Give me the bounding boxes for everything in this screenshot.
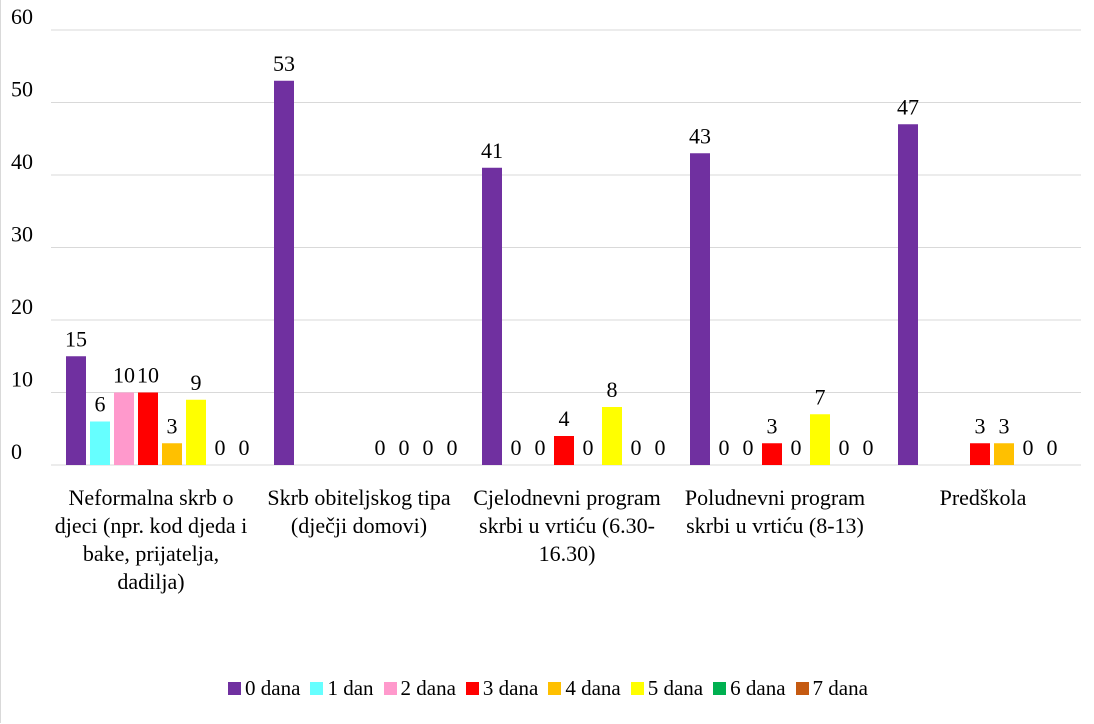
legend-swatch xyxy=(548,682,562,695)
bar xyxy=(970,443,990,465)
data-label: 0 xyxy=(447,435,458,460)
y-tick-label: 10 xyxy=(11,367,33,392)
data-label: 0 xyxy=(655,435,666,460)
data-label: 0 xyxy=(719,435,730,460)
data-label: 15 xyxy=(65,326,87,351)
data-label: 0 xyxy=(375,435,386,460)
data-label: 0 xyxy=(583,435,594,460)
data-label: 10 xyxy=(137,363,159,388)
legend-label: 7 dana xyxy=(812,676,868,700)
data-label: 0 xyxy=(791,435,802,460)
x-tick-label: Neformalna skrb o djeci (npr. kod djeda … xyxy=(54,485,248,594)
data-label: 0 xyxy=(863,435,874,460)
legend-swatch xyxy=(383,682,397,695)
legend-swatch xyxy=(228,682,242,695)
data-label: 3 xyxy=(975,413,986,438)
bar xyxy=(186,399,206,465)
data-label: 0 xyxy=(239,435,250,460)
bar xyxy=(274,80,294,465)
data-label: 0 xyxy=(1023,435,1034,460)
data-label: 0 xyxy=(631,435,642,460)
bar xyxy=(898,124,918,465)
data-label: 41 xyxy=(481,138,503,163)
legend-item: 3 dana xyxy=(465,676,539,701)
legend-label: 5 dana xyxy=(647,676,704,700)
legend-item: 6 dana xyxy=(713,676,786,701)
data-label: 0 xyxy=(743,435,754,460)
data-label: 47 xyxy=(897,94,919,119)
y-tick-label: 20 xyxy=(11,294,33,319)
data-label: 10 xyxy=(113,363,135,388)
x-tick-label: Skrb obiteljskog tipa (dječji domovi) xyxy=(267,485,451,538)
data-label: 0 xyxy=(1047,435,1058,460)
bar xyxy=(90,421,110,465)
data-label: 0 xyxy=(423,435,434,460)
data-label: 53 xyxy=(273,51,295,76)
data-label: 0 xyxy=(399,435,410,460)
data-label: 4 xyxy=(559,406,570,431)
legend-swatch xyxy=(310,682,324,695)
data-label: 0 xyxy=(511,435,522,460)
y-tick-label: 40 xyxy=(11,149,33,174)
legend-swatch xyxy=(713,682,727,695)
data-label: 3 xyxy=(767,413,778,438)
x-tick-label: Cjelodnevni program skrbi u vrtiću (6.30… xyxy=(473,485,661,566)
y-tick-label: 0 xyxy=(11,439,22,464)
bar xyxy=(690,153,710,465)
legend-swatch xyxy=(795,682,809,695)
x-tick-label: Predškola xyxy=(939,485,1027,510)
x-tick-label: Poludnevni program skrbi u vrtiću (8-13) xyxy=(684,485,866,538)
legend-label: 3 dana xyxy=(482,676,539,700)
legend-swatch xyxy=(465,682,479,695)
bar xyxy=(602,407,622,465)
legend-item: 7 dana xyxy=(795,676,868,701)
legend-label: 4 dana xyxy=(565,676,621,700)
legend-label: 0 dana xyxy=(245,676,301,700)
data-label: 0 xyxy=(839,435,850,460)
data-label: 0 xyxy=(535,435,546,460)
legend-item: 1 dan xyxy=(310,676,374,701)
bar xyxy=(482,167,502,465)
bar xyxy=(162,443,182,465)
data-label: 9 xyxy=(191,370,202,395)
data-label: 3 xyxy=(167,413,178,438)
bar xyxy=(66,356,86,465)
y-tick-label: 60 xyxy=(11,4,33,29)
bar xyxy=(762,443,782,465)
legend-item: 5 dana xyxy=(630,676,704,701)
legend-item: 0 dana xyxy=(228,676,300,701)
data-label: 7 xyxy=(815,384,826,409)
bar xyxy=(138,392,158,465)
data-label: 8 xyxy=(607,377,618,402)
data-label: 6 xyxy=(95,392,106,417)
bar xyxy=(114,392,134,465)
bar xyxy=(810,414,830,465)
legend-label: 2 dana xyxy=(400,676,456,700)
bar xyxy=(994,443,1014,465)
data-label: 0 xyxy=(215,435,226,460)
legend-item: 2 dana xyxy=(383,676,456,701)
data-label: 3 xyxy=(999,413,1010,438)
legend: 0 dana 1 dan 2 dana 3 dana 4 dana 5 dana 6 dan… xyxy=(1,676,1094,701)
data-label: 43 xyxy=(689,123,711,148)
legend-label: 6 dana xyxy=(730,676,786,700)
legend-label: 1 dan xyxy=(327,676,374,700)
y-tick-label: 50 xyxy=(11,77,33,102)
legend-swatch xyxy=(630,682,644,695)
bar xyxy=(554,436,574,465)
legend-item: 4 dana xyxy=(548,676,621,701)
y-tick-label: 30 xyxy=(11,222,33,247)
